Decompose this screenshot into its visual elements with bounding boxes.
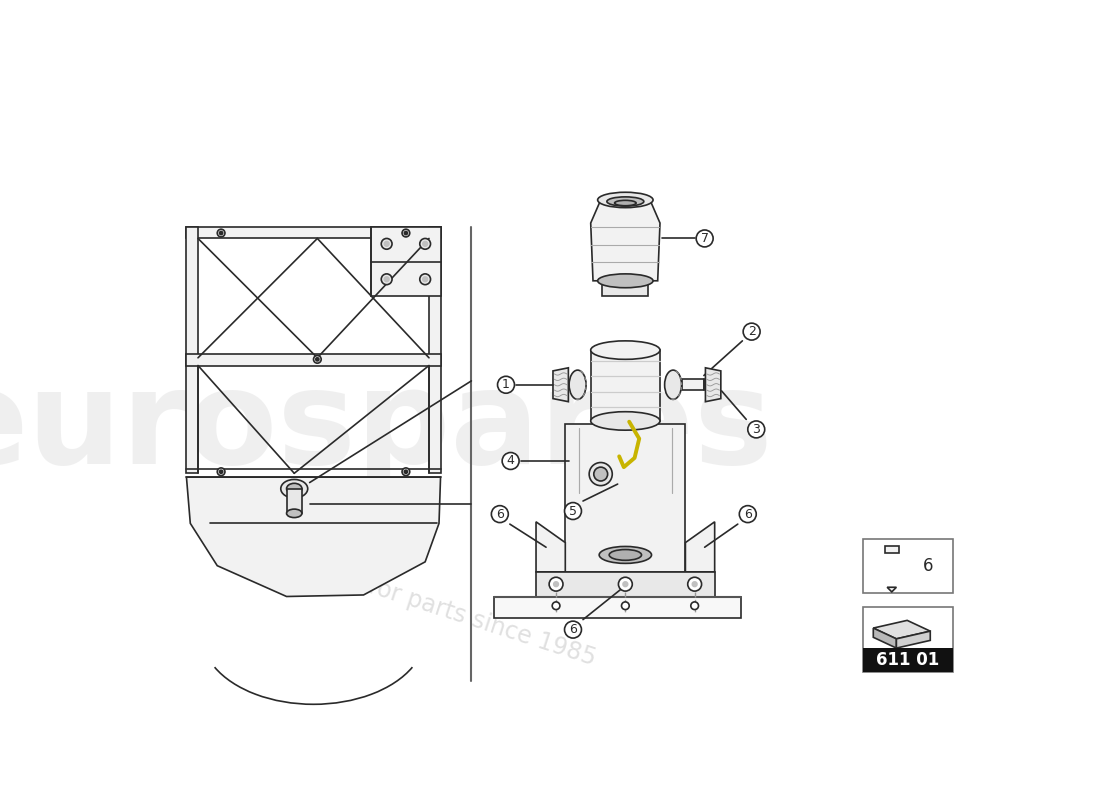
Text: 5: 5 <box>569 505 578 518</box>
Circle shape <box>691 602 698 610</box>
Bar <box>862 648 954 672</box>
Polygon shape <box>603 281 649 296</box>
Polygon shape <box>186 227 198 474</box>
Text: 6: 6 <box>569 623 576 636</box>
Text: 2: 2 <box>748 325 756 338</box>
Ellipse shape <box>600 546 651 563</box>
Ellipse shape <box>591 341 660 359</box>
Polygon shape <box>429 227 440 474</box>
Polygon shape <box>186 354 440 366</box>
Circle shape <box>420 274 430 285</box>
Ellipse shape <box>591 412 660 430</box>
Text: 3: 3 <box>752 423 760 436</box>
Circle shape <box>618 578 632 591</box>
Circle shape <box>405 470 407 474</box>
Ellipse shape <box>615 200 636 206</box>
Text: 4: 4 <box>507 454 515 467</box>
Polygon shape <box>186 477 440 597</box>
Polygon shape <box>685 522 715 572</box>
Circle shape <box>422 242 428 246</box>
Polygon shape <box>186 227 440 238</box>
Circle shape <box>748 421 764 438</box>
Ellipse shape <box>569 370 586 399</box>
Circle shape <box>218 230 226 237</box>
Ellipse shape <box>286 509 301 518</box>
Circle shape <box>382 238 392 250</box>
Ellipse shape <box>590 462 613 486</box>
Circle shape <box>623 582 628 586</box>
Circle shape <box>549 578 563 591</box>
Circle shape <box>384 277 389 282</box>
Circle shape <box>316 358 319 361</box>
Polygon shape <box>682 379 704 390</box>
Polygon shape <box>536 572 715 597</box>
Circle shape <box>220 470 222 474</box>
Circle shape <box>564 502 582 519</box>
Text: eurospares: eurospares <box>0 363 773 490</box>
Ellipse shape <box>664 370 682 399</box>
Polygon shape <box>705 368 720 402</box>
Circle shape <box>497 376 515 394</box>
Circle shape <box>553 582 559 586</box>
Polygon shape <box>591 350 660 421</box>
Circle shape <box>220 231 222 234</box>
Circle shape <box>739 506 757 522</box>
Bar <box>862 538 954 593</box>
Ellipse shape <box>609 550 641 560</box>
Ellipse shape <box>286 483 301 494</box>
Bar <box>884 546 899 554</box>
Circle shape <box>403 468 410 476</box>
Text: a passion for parts since 1985: a passion for parts since 1985 <box>252 538 598 670</box>
Polygon shape <box>591 200 660 281</box>
Text: 6: 6 <box>744 508 751 521</box>
Ellipse shape <box>597 192 653 208</box>
Bar <box>862 606 954 672</box>
Circle shape <box>382 274 392 285</box>
Circle shape <box>692 582 697 586</box>
Circle shape <box>218 468 226 476</box>
Circle shape <box>384 242 389 246</box>
Circle shape <box>552 602 560 610</box>
Ellipse shape <box>597 274 653 288</box>
Circle shape <box>744 323 760 340</box>
Polygon shape <box>536 522 565 572</box>
Circle shape <box>403 230 410 237</box>
Text: 7: 7 <box>701 232 708 245</box>
Circle shape <box>422 277 428 282</box>
Ellipse shape <box>594 467 607 481</box>
Circle shape <box>621 602 629 610</box>
Circle shape <box>688 578 702 591</box>
Polygon shape <box>553 368 569 402</box>
Circle shape <box>502 453 519 470</box>
Polygon shape <box>873 620 931 639</box>
Text: 1: 1 <box>502 378 510 391</box>
Circle shape <box>405 231 407 234</box>
Polygon shape <box>887 587 896 592</box>
Polygon shape <box>372 227 440 296</box>
Circle shape <box>492 506 508 522</box>
Bar <box>495 597 741 618</box>
Circle shape <box>564 621 582 638</box>
Polygon shape <box>873 628 896 648</box>
Ellipse shape <box>280 479 308 498</box>
Polygon shape <box>565 424 685 572</box>
Text: 611 01: 611 01 <box>877 651 939 670</box>
Text: 6: 6 <box>496 508 504 521</box>
Circle shape <box>314 355 321 363</box>
Bar <box>286 489 301 514</box>
Text: 6: 6 <box>923 557 933 574</box>
Circle shape <box>420 238 430 250</box>
Polygon shape <box>896 631 931 648</box>
Ellipse shape <box>607 197 644 206</box>
Circle shape <box>696 230 713 247</box>
